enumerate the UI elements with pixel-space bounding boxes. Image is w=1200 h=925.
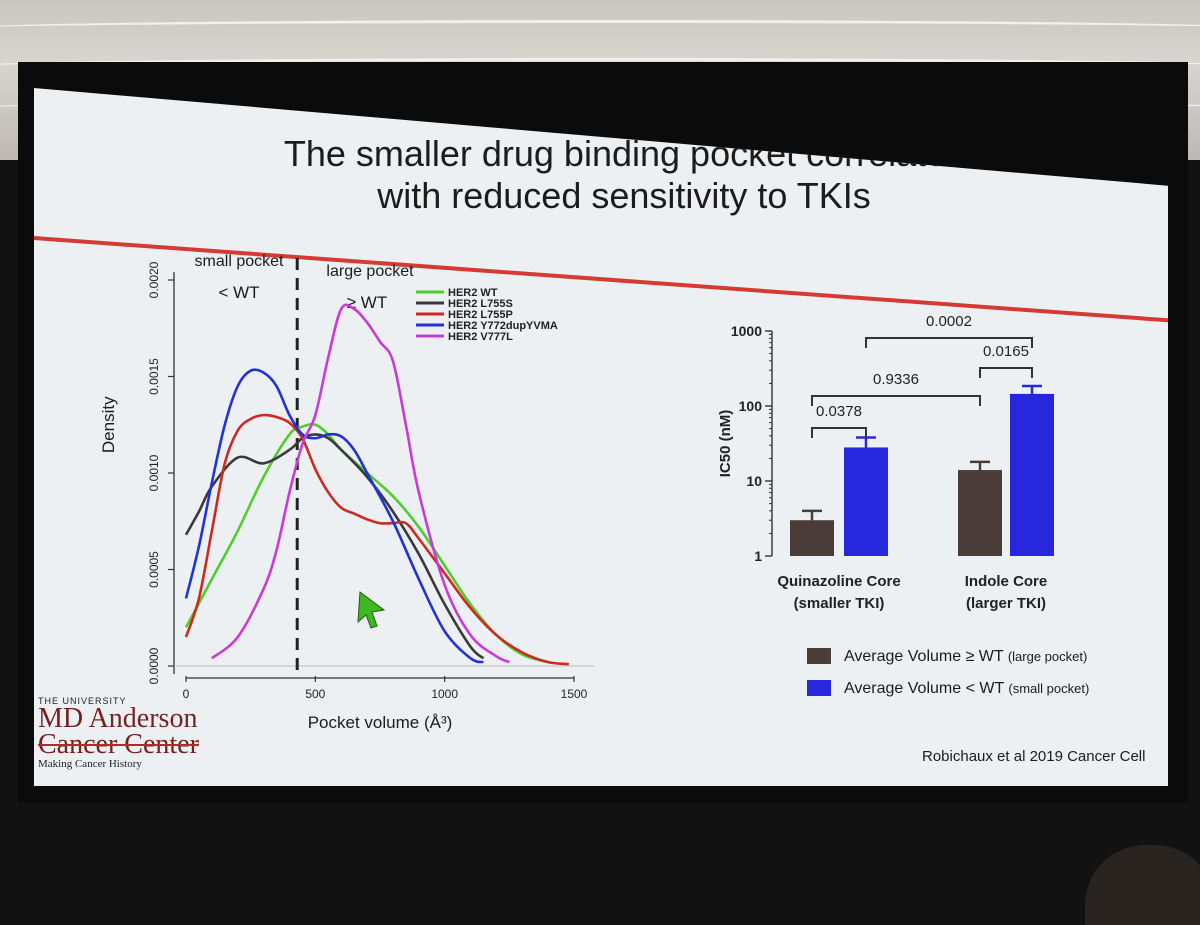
annotation-small-pocket-sub: < WT (218, 283, 259, 302)
significance-label: 0.0002 (926, 313, 972, 330)
ic50-y-label: IC50 (nM) (717, 410, 734, 478)
density-series-line-5 (211, 303, 510, 664)
density-x-label: Pocket volume (Å³) (308, 713, 453, 732)
density-y-tick-label: 0.0015 (147, 358, 161, 395)
ic50-bar (844, 447, 888, 556)
logo-line1: MD Anderson (38, 703, 198, 734)
significance-bracket (811, 395, 981, 406)
annotation-large-pocket-sub: ≥ WT (347, 293, 387, 312)
density-y-label: Density (99, 396, 118, 453)
density-legend-label: HER2 L755S (448, 298, 513, 310)
legend-label-large: Average Volume ≥ WT (large pocket) (844, 648, 1088, 665)
significance-label: 0.9336 (873, 371, 919, 388)
density-legend-label: HER2 WT (448, 287, 498, 299)
significance-label: 0.0165 (983, 343, 1029, 360)
density-x-tick-label: 1000 (431, 687, 458, 701)
logo-line2: Cancer Center (38, 729, 199, 760)
annotation-small-pocket: small pocket (195, 253, 284, 270)
significance-bracket (865, 337, 1033, 348)
legend-swatch-small (807, 680, 831, 696)
ceiling-band (0, 58, 1200, 75)
ceiling-band (0, 20, 1200, 37)
ic50-category-sublabel: (larger TKI) (966, 595, 1046, 612)
density-x-tick-label: 0 (183, 687, 190, 701)
density-y-tick-label: 0.0000 (147, 647, 161, 684)
density-legend-label: HER2 Y772dupYVMA (448, 320, 558, 332)
density-y-tick-label: 0.0010 (147, 454, 161, 491)
density-x-tick-label: 1500 (561, 687, 588, 701)
legend-swatch-large (807, 648, 831, 664)
ic50-y-tick-label: 1000 (731, 323, 762, 339)
density-series-line-4 (184, 368, 484, 664)
ic50-y-tick-label: 100 (739, 398, 763, 414)
ic50-category-label: Quinazoline Core (777, 573, 900, 590)
audience-head-silhouette (1085, 845, 1200, 925)
citation: Robichaux et al 2019 Cancer Cell (922, 748, 1146, 765)
density-legend-label: HER2 V777L (448, 331, 513, 343)
significance-bracket (979, 367, 1033, 378)
density-y-tick-label: 0.0020 (147, 261, 161, 298)
ic50-bar (958, 470, 1002, 556)
ic50-y-tick-label: 10 (746, 473, 762, 489)
density-legend-label: HER2 L755P (448, 309, 513, 321)
presentation-slide: The smaller drug binding pocket correlat… (34, 88, 1168, 786)
ic50-bar-chart: 1 10 100 1000 IC50 (nM) Quinazoline Core (smal… (717, 313, 1054, 612)
significance-label: 0.0378 (816, 403, 862, 420)
significance-bracket (811, 427, 867, 438)
logo-top-text: THE UNIVERSITY (38, 696, 127, 706)
logo-tagline: Making Cancer History (38, 758, 142, 770)
annotation-large-pocket: large pocket (326, 263, 414, 280)
ic50-category-label: Indole Core (965, 573, 1048, 590)
ic50-bar (790, 520, 834, 556)
slide-title-line2: with reduced sensitivity to TKIs (377, 175, 871, 216)
density-series-line-3 (184, 413, 569, 666)
legend-label-small: Average Volume < WT (small pocket) (844, 680, 1090, 697)
density-chart: 0.0000 0.0005 0.0010 0.0015 0.0020 0 500 1000 15… (99, 253, 594, 732)
ic50-bar (1010, 393, 1054, 556)
ic50-y-tick-label: 1 (754, 548, 762, 564)
mdanderson-logo: THE UNIVERSITY MD Anderson Cancer Center… (38, 696, 199, 770)
ic50-category-sublabel: (smaller TKI) (794, 595, 885, 612)
density-y-tick-label: 0.0005 (147, 551, 161, 588)
density-x-tick-label: 500 (305, 687, 325, 701)
density-series-line-1 (184, 422, 549, 664)
cursor-arrow-icon (357, 591, 386, 629)
